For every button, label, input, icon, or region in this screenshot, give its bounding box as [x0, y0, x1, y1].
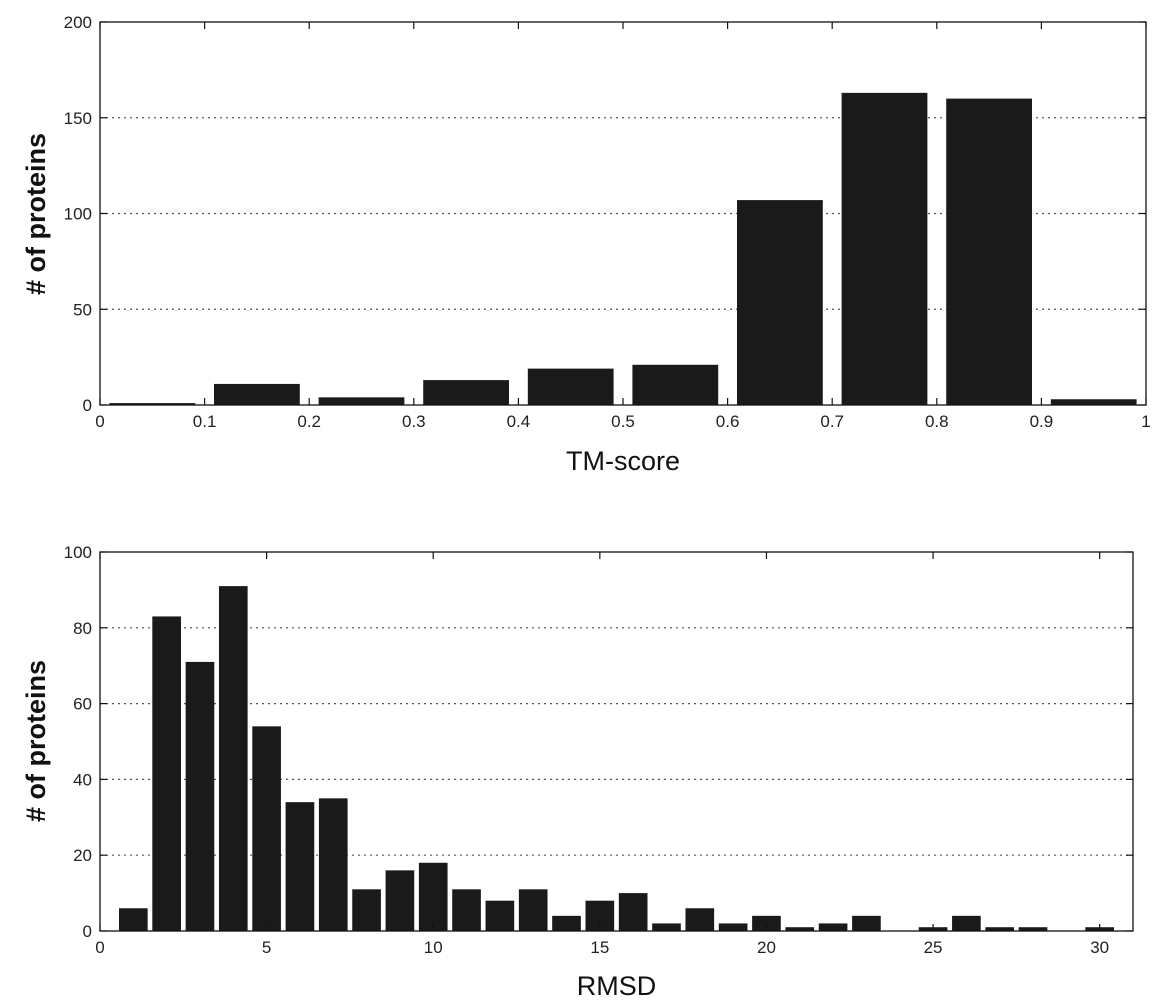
y-axis-title: # of proteins: [21, 660, 51, 822]
bar: [527, 368, 614, 405]
axes-frame: [99, 551, 1134, 932]
bar: [485, 900, 515, 931]
y-tick-label: 100: [64, 543, 92, 562]
x-axis-title: RMSD: [577, 971, 657, 1001]
x-tick-label: 0: [95, 938, 104, 957]
bar: [418, 862, 448, 931]
bar: [785, 927, 815, 931]
y-tick-label: 0: [83, 396, 92, 415]
bar: [718, 923, 748, 931]
y-axis-title: # of proteins: [21, 133, 51, 295]
x-tick-label: 10: [424, 938, 443, 957]
bar: [952, 915, 981, 931]
y-tick-label: 150: [64, 109, 92, 128]
bar: [423, 380, 509, 405]
y-tick-label: 50: [73, 300, 92, 319]
bar: [452, 889, 481, 931]
x-tick-label: 0: [95, 412, 104, 431]
x-tick-label: 0.1: [193, 412, 217, 431]
bar: [218, 586, 248, 931]
bar: [518, 889, 548, 931]
x-tick-label: 0.9: [1030, 412, 1054, 431]
bar: [632, 364, 719, 405]
x-tick-label: 20: [757, 938, 776, 957]
bar: [985, 927, 1015, 931]
bar: [737, 200, 823, 405]
tm-score-histogram: 0 0.1 0.2 0.3 0.4 0.5 0.6 0.7 0.8 0.9 1 0 50 100 150 20…: [21, 13, 1151, 476]
bar: [152, 616, 181, 931]
y-tick-label: 100: [64, 205, 92, 224]
bar: [852, 915, 881, 931]
bar: [618, 893, 648, 931]
bar: [252, 726, 281, 931]
bar: [841, 92, 928, 405]
x-tick-label: 0.8: [925, 412, 949, 431]
bar: [118, 908, 148, 931]
x-tick-label: 0.4: [507, 412, 531, 431]
bar: [385, 870, 415, 931]
bar: [752, 915, 781, 931]
bar: [1018, 927, 1048, 931]
x-tick-label: 0.3: [402, 412, 426, 431]
rmsd-histogram: 0 5 10 15 20 25 30 0 20 40 60 80 100 RMSD # of protein…: [21, 543, 1134, 1001]
x-tick-label: 30: [1090, 938, 1109, 957]
y-tick-label: 200: [64, 13, 92, 32]
x-tick-label: 0.5: [611, 412, 635, 431]
bar: [818, 923, 848, 931]
bar: [685, 908, 715, 931]
bar: [185, 661, 215, 931]
x-tick-label: 0.7: [820, 412, 844, 431]
bar: [352, 889, 381, 931]
y-tick-label: 0: [83, 922, 92, 941]
y-tick-label: 80: [73, 619, 92, 638]
x-tick-label: 5: [262, 938, 271, 957]
x-axis-title: TM-score: [566, 446, 680, 476]
y-tick-label: 40: [73, 770, 92, 789]
bar: [109, 403, 196, 405]
bar: [552, 915, 581, 931]
bar: [652, 923, 681, 931]
x-tick-label: 25: [924, 938, 943, 957]
bar: [285, 802, 315, 931]
x-tick-label: 0.6: [716, 412, 740, 431]
y-tick-label: 20: [73, 846, 92, 865]
bar: [1050, 399, 1137, 405]
x-tick-label: 0.2: [297, 412, 321, 431]
bar: [214, 383, 300, 405]
x-tick-label: 15: [590, 938, 609, 957]
y-tick-label: 60: [73, 695, 92, 714]
bar: [318, 798, 348, 931]
bar: [946, 98, 1032, 405]
x-tick-label: 1: [1141, 412, 1150, 431]
bar: [318, 397, 405, 405]
